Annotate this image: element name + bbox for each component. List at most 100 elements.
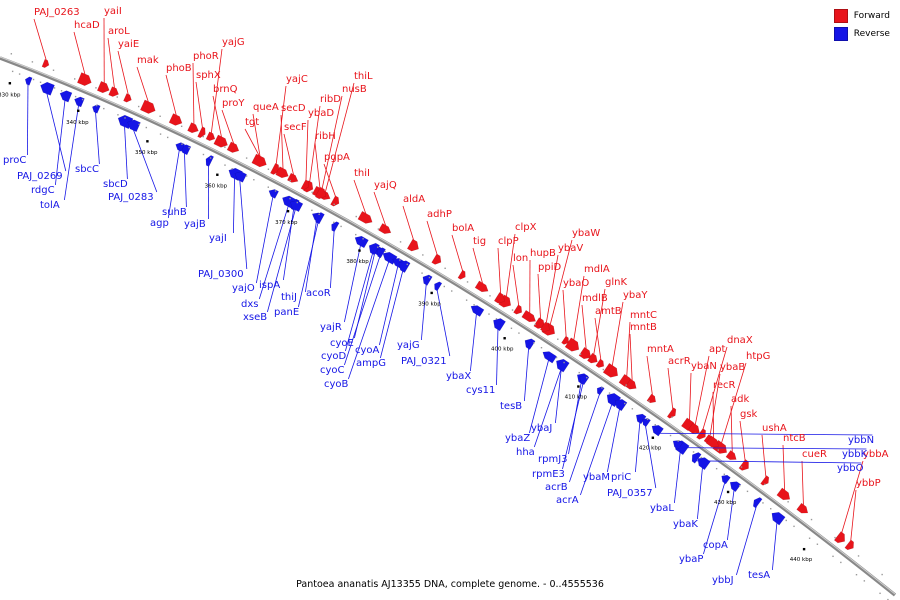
reverse-gene-block[interactable] (353, 234, 369, 249)
forward-gene-label[interactable]: cueR (802, 449, 827, 460)
reverse-gene-label[interactable]: yajR (320, 322, 342, 333)
forward-gene-block[interactable] (330, 195, 341, 208)
forward-gene-block[interactable] (521, 309, 538, 324)
forward-gene-block[interactable] (251, 153, 269, 169)
reverse-gene-label[interactable]: sbcC (75, 164, 99, 175)
reverse-gene-block[interactable] (595, 385, 605, 396)
reverse-gene-label[interactable]: rpmJ3 (538, 454, 568, 465)
reverse-gene-label[interactable]: tesB (500, 401, 522, 412)
reverse-gene-label[interactable]: cyoE (330, 338, 354, 349)
forward-gene-label[interactable]: apt (709, 344, 725, 355)
reverse-gene-label[interactable]: tesA (748, 570, 770, 581)
forward-gene-label[interactable]: dnaX (727, 335, 753, 346)
forward-gene-block[interactable] (705, 435, 721, 450)
reverse-gene-block[interactable] (541, 349, 558, 364)
reverse-gene-block[interactable] (203, 154, 215, 167)
forward-gene-label[interactable]: glnK (605, 277, 627, 288)
forward-gene-block[interactable] (493, 292, 507, 305)
forward-gene-label[interactable]: recR (713, 380, 736, 391)
forward-gene-label[interactable]: yaiE (118, 39, 139, 50)
forward-gene-label[interactable]: nusB (342, 84, 367, 95)
reverse-gene-block[interactable] (469, 303, 485, 317)
forward-gene-label[interactable]: yajQ (374, 180, 397, 191)
reverse-gene-block[interactable] (233, 169, 248, 183)
reverse-gene-block[interactable] (522, 336, 536, 350)
forward-gene-block[interactable] (96, 80, 111, 95)
forward-gene-label[interactable]: ybaY (623, 290, 648, 301)
forward-gene-block[interactable] (76, 72, 93, 87)
reverse-gene-block[interactable] (396, 258, 411, 273)
reverse-gene-block[interactable] (604, 390, 622, 408)
reverse-gene-block[interactable] (329, 220, 340, 233)
forward-gene-label[interactable]: hcaD (74, 20, 100, 31)
reverse-gene-block[interactable] (671, 438, 684, 450)
forward-gene-label[interactable]: ybaD (308, 108, 334, 119)
forward-gene-block[interactable] (139, 99, 157, 116)
forward-gene-block[interactable] (587, 352, 599, 365)
reverse-gene-label[interactable]: ybaM (583, 472, 610, 483)
reverse-gene-label[interactable]: yajB (184, 219, 206, 230)
forward-gene-block[interactable] (602, 362, 621, 380)
forward-gene-label[interactable]: clpX (515, 222, 537, 233)
reverse-gene-block[interactable] (769, 509, 786, 526)
reverse-gene-label[interactable]: rpmE3 (532, 469, 565, 480)
reverse-gene-block[interactable] (719, 473, 731, 485)
reverse-gene-label[interactable]: ybaX (446, 371, 471, 382)
forward-gene-label[interactable]: yaiI (104, 6, 122, 17)
forward-gene-label[interactable]: pgpA (324, 152, 350, 163)
forward-gene-label[interactable]: mntC (630, 310, 657, 321)
reverse-gene-block[interactable] (640, 416, 651, 428)
reverse-gene-block[interactable] (288, 198, 304, 213)
forward-gene-label[interactable]: yajC (286, 74, 308, 85)
reverse-gene-label[interactable]: PAJ_0269 (17, 171, 63, 182)
reverse-gene-label[interactable]: PAJ_0321 (401, 356, 447, 367)
forward-gene-label[interactable]: adhP (427, 209, 452, 220)
forward-gene-label[interactable]: adk (731, 394, 749, 405)
forward-gene-label[interactable]: queA (253, 102, 279, 113)
reverse-gene-block[interactable] (38, 80, 55, 96)
reverse-gene-block[interactable] (432, 280, 443, 292)
reverse-gene-label[interactable]: agp (150, 218, 169, 229)
reverse-gene-label[interactable]: yajG (397, 340, 420, 351)
reverse-gene-label[interactable]: ybaL (650, 503, 674, 514)
forward-gene-label[interactable]: tig (473, 236, 486, 247)
forward-gene-label[interactable]: ybbA (863, 449, 889, 460)
forward-gene-label[interactable]: ybaN (691, 361, 717, 372)
reverse-gene-label[interactable]: ybbO (837, 463, 864, 474)
forward-gene-label[interactable]: mak (137, 55, 159, 66)
reverse-gene-label[interactable]: ybbK (842, 449, 868, 460)
forward-gene-label[interactable]: ybbP (856, 478, 881, 489)
forward-gene-block[interactable] (378, 222, 393, 236)
reverse-gene-block[interactable] (24, 76, 33, 86)
forward-gene-label[interactable]: bolA (452, 223, 474, 234)
forward-gene-block[interactable] (760, 475, 772, 488)
forward-gene-block[interactable] (457, 269, 468, 281)
reverse-gene-label[interactable]: priC (611, 472, 631, 483)
forward-gene-block[interactable] (205, 131, 217, 143)
reverse-gene-label[interactable]: ybaK (673, 519, 698, 530)
reverse-gene-label[interactable]: cyoD (321, 351, 347, 362)
reverse-gene-label[interactable]: acoR (306, 288, 331, 299)
reverse-gene-label[interactable]: panE (274, 307, 299, 318)
forward-gene-label[interactable]: ribD (320, 94, 341, 105)
forward-gene-label[interactable]: aroL (108, 26, 130, 37)
reverse-gene-label[interactable]: ybaZ (505, 433, 530, 444)
reverse-gene-label[interactable]: acrB (545, 482, 568, 493)
reverse-gene-label[interactable]: acrA (556, 495, 579, 506)
reverse-gene-label[interactable]: yajI (209, 233, 227, 244)
reverse-gene-block[interactable] (375, 246, 386, 259)
forward-gene-label[interactable]: ppiD (538, 262, 561, 273)
forward-gene-block[interactable] (564, 337, 582, 354)
reverse-gene-label[interactable]: hha (516, 447, 535, 458)
forward-gene-label[interactable]: clpP (498, 236, 519, 247)
forward-gene-label[interactable]: thiI (354, 168, 370, 179)
forward-gene-label[interactable]: ybaW (572, 228, 600, 239)
forward-gene-block[interactable] (270, 162, 281, 176)
forward-gene-block[interactable] (275, 166, 291, 181)
forward-gene-block[interactable] (187, 122, 200, 135)
forward-gene-block[interactable] (357, 210, 375, 226)
reverse-gene-label[interactable]: ybbN (848, 435, 874, 446)
reverse-gene-label[interactable]: proC (3, 155, 26, 166)
reverse-gene-block[interactable] (649, 422, 664, 437)
forward-gene-label[interactable]: ybaO (563, 278, 589, 289)
